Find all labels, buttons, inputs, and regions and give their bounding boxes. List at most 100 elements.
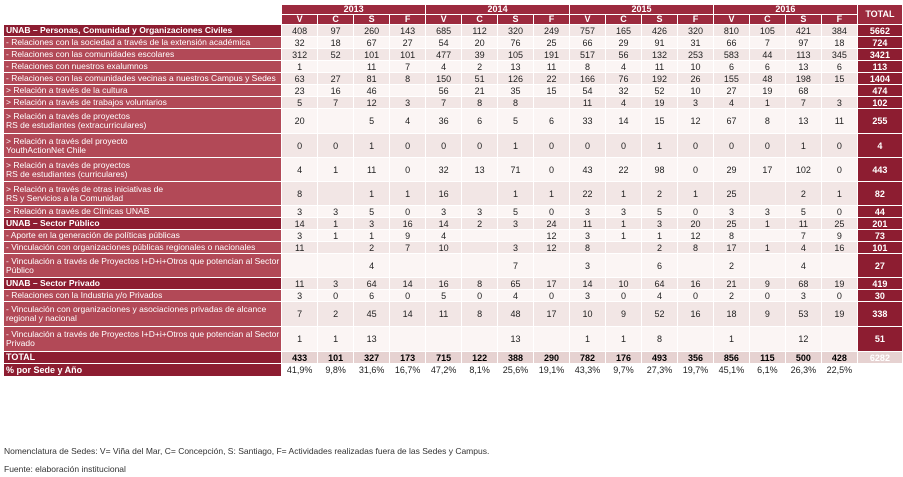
value-cell: 5	[353, 108, 391, 134]
table-row: - Relaciones con las comunidades vecinas…	[2, 72, 903, 85]
row-label: > Relación a través de la cultura	[2, 84, 283, 97]
value-cell: 1	[317, 217, 355, 230]
value-cell: 25	[712, 181, 750, 206]
value-cell: 18	[820, 36, 858, 49]
value-cell: 408	[281, 24, 319, 37]
row-label: - Relaciones con nuestros exalumnos	[2, 60, 283, 73]
site-header: S	[784, 14, 822, 25]
value-cell: 39	[461, 48, 499, 61]
value-cell: 4	[640, 289, 678, 302]
value-cell: 25,6%	[497, 363, 535, 377]
value-cell: 0	[676, 133, 714, 158]
row-total: 419	[856, 277, 903, 290]
value-cell: 320	[676, 24, 714, 37]
table-row: > Relación a través del proyecto YouthAct…	[2, 133, 903, 158]
site-header: C	[748, 14, 786, 25]
value-cell	[820, 253, 858, 278]
value-cell: 1	[317, 326, 355, 352]
value-cell: 715	[425, 351, 463, 364]
value-cell: 0	[461, 289, 499, 302]
value-cell: 3	[281, 205, 319, 218]
value-cell: 3	[569, 289, 607, 302]
value-cell: 10	[605, 277, 642, 290]
table-row: > Relación a través de la cultura 23 16 46 5…	[2, 84, 903, 97]
value-cell: 253	[676, 48, 714, 61]
value-cell: 102	[784, 157, 822, 182]
value-cell: 8	[461, 277, 499, 290]
table-row: - Relaciones con las comunidades escolar…	[2, 48, 903, 61]
row-label: > Relación a través de Clínicas UNAB	[2, 205, 283, 218]
value-cell	[820, 326, 858, 352]
value-cell: 6	[353, 289, 391, 302]
value-cell: 5	[497, 205, 535, 218]
year-header: 2015	[569, 4, 714, 15]
value-cell: 5	[640, 205, 678, 218]
value-cell: 19	[820, 301, 858, 327]
value-cell: 20	[461, 36, 499, 49]
value-cell: 421	[784, 24, 822, 37]
value-cell: 9	[605, 301, 642, 327]
value-cell: 14	[605, 108, 642, 134]
value-cell: 1	[281, 326, 319, 352]
value-cell: 23	[281, 84, 319, 97]
value-cell	[676, 326, 714, 352]
value-cell: 11	[784, 217, 822, 230]
value-cell	[748, 229, 786, 242]
value-cell: 685	[425, 24, 463, 37]
value-cell: 27	[389, 36, 427, 49]
value-cell: 1	[712, 326, 750, 352]
value-cell	[461, 181, 499, 206]
row-total: 724	[856, 36, 903, 49]
value-cell	[317, 181, 355, 206]
value-cell: 9,8%	[317, 363, 355, 377]
value-cell: 7	[389, 241, 427, 254]
value-cell	[425, 326, 463, 352]
value-cell: 6	[461, 108, 499, 134]
value-cell: 0	[712, 133, 750, 158]
value-cell: 19	[748, 84, 786, 97]
value-cell: 19,7%	[676, 363, 714, 377]
value-cell: 312	[281, 48, 319, 61]
total-header: TOTAL	[856, 4, 903, 25]
value-cell: 356	[676, 351, 714, 364]
value-cell: 105	[497, 48, 535, 61]
value-cell: 3	[605, 205, 642, 218]
table-row: - Relaciones con nuestros exalumnos 1 11 7 4…	[2, 60, 903, 73]
value-cell	[461, 229, 499, 242]
row-total: 3421	[856, 48, 903, 61]
value-cell: 45	[353, 301, 391, 327]
value-cell	[389, 326, 427, 352]
value-cell: 25	[820, 217, 858, 230]
value-cell	[748, 326, 786, 352]
value-cell: 35	[497, 84, 535, 97]
value-cell: 14	[389, 277, 427, 290]
value-cell: 2	[461, 217, 499, 230]
value-cell: 52	[317, 48, 355, 61]
value-cell: 16	[820, 241, 858, 254]
value-cell: 105	[748, 24, 786, 37]
value-cell: 4	[712, 96, 750, 109]
value-cell: 0	[748, 289, 786, 302]
value-cell: 1	[389, 181, 427, 206]
table-row: - Vinculación con organizaciones pública…	[2, 241, 903, 254]
value-cell: 0	[569, 133, 607, 158]
value-cell: 0	[389, 289, 427, 302]
value-cell: 98	[640, 157, 678, 182]
value-cell: 68	[784, 277, 822, 290]
value-cell: 0	[425, 133, 463, 158]
row-total: 4	[856, 133, 903, 158]
row-label: - Relaciones con la Industria y/o Privad…	[2, 289, 283, 302]
value-cell: 3	[389, 96, 427, 109]
value-cell: 4	[281, 157, 319, 182]
value-cell: 1	[317, 157, 355, 182]
value-cell: 165	[605, 24, 642, 37]
value-cell	[605, 241, 642, 254]
value-cell: 6	[533, 108, 571, 134]
value-cell: 0	[676, 289, 714, 302]
value-cell: 3	[281, 289, 319, 302]
value-cell: 6	[820, 60, 858, 73]
table-row: - Vinculación a través de Proyectos I+D+…	[2, 326, 903, 352]
row-total: 474	[856, 84, 903, 97]
site-header: S	[497, 14, 535, 25]
